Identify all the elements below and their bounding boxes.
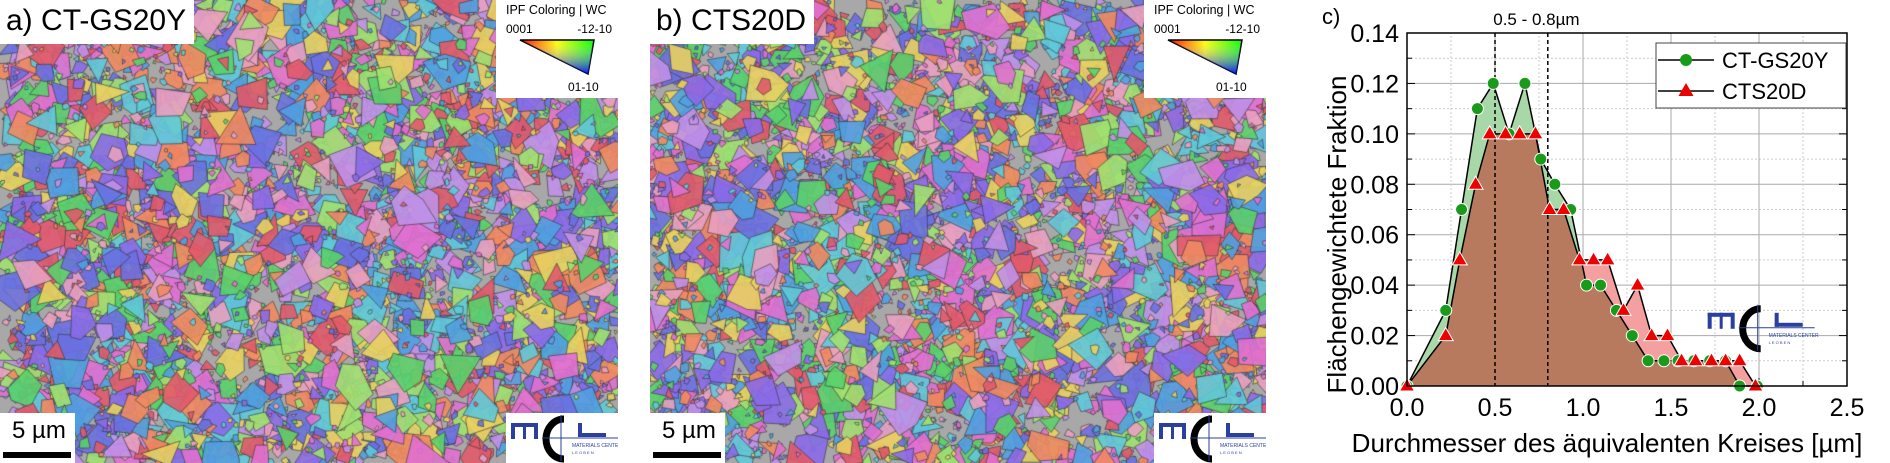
ipf-title: IPF Coloring | WC [506, 3, 607, 17]
mcl-logo: MATERIALS CENTER L E O B E N [1707, 304, 1819, 353]
sample-name: CTS20D [691, 4, 807, 37]
panel-letter: b) [656, 4, 683, 37]
data-point-CTS20D [1571, 250, 1588, 266]
ipf-legend: IPF Coloring | WC 0001 -12-10 01-10 [1144, 0, 1266, 98]
x-tick-label: 2.0 [1742, 394, 1777, 422]
data-point-CTS20D [1555, 200, 1573, 215]
scale-bar-label: 5 µm [12, 417, 66, 444]
data-point-CT-GS20Y [1641, 354, 1655, 368]
data-point-CTS20D [1731, 351, 1749, 367]
panel-label-a: a) CT-GS20Y [0, 0, 195, 44]
data-point-CTS20D [1511, 124, 1529, 140]
legend-label: CTS20D [1722, 79, 1806, 104]
data-point-CT-GS20Y [1594, 278, 1608, 292]
panel-label-c: c) [1322, 4, 1340, 29]
logo-subtitle: MATERIALS CENTER [572, 443, 618, 449]
ipf-corner-01-10: 01-10 [568, 80, 599, 94]
grain-size-chart: 0.00 0.02 0.04 0.06 0.08 0.10 0.12 0.14 0.0 0.5 1.… [1322, 4, 1865, 458]
data-point-CTS20D [1703, 351, 1720, 367]
ipf-corner-01-10: 01-10 [1216, 80, 1247, 94]
x-axis-label: Durchmesser des äquivalenten Kreises [µm… [1352, 428, 1863, 458]
data-point-CTS20D [1687, 351, 1705, 367]
data-point-CT-GS20Y [1657, 354, 1671, 368]
data-point-CTS20D [1615, 301, 1632, 316]
data-point-CT-GS20Y [1455, 203, 1469, 216]
ebsd-map-b: b) CTS20D IPF Coloring | WC 0001 -12-10 … [650, 0, 1266, 463]
data-point-CT-GS20Y [1470, 102, 1484, 116]
ipf-triangle-icon [1167, 39, 1243, 76]
data-point-CT-GS20Y [1518, 76, 1532, 90]
ebsd-map-a: a) CT-GS20Y IPF Coloring | WC 0001 -12-1… [0, 0, 618, 463]
data-point-CTS20D [1451, 250, 1469, 266]
data-point-CTS20D [1599, 250, 1617, 266]
y-tick-label: 0.06 [1350, 222, 1399, 250]
logo-subtitle: L E O B E N [572, 450, 594, 455]
sample-name: CT-GS20Y [41, 4, 187, 37]
ipf-corner-12-10: -12-10 [577, 22, 612, 36]
mcl-logo-icon: MATERIALS CENTER L E O B E N [1159, 415, 1266, 463]
y-tick-label: 0.02 [1350, 323, 1399, 351]
data-point-CT-GS20Y [1548, 177, 1562, 191]
data-point-CTS20D [1717, 351, 1734, 367]
legend-label: CT-GS20Y [1722, 48, 1829, 73]
logo-subtitle: L E O B E N [1220, 450, 1242, 455]
logo-subtitle: MATERIALS CENTER [1220, 443, 1266, 449]
x-tick-label: 1.0 [1566, 394, 1601, 422]
data-point-CTS20D [1541, 200, 1558, 215]
ipf-corner-12-10: -12-10 [1225, 22, 1260, 36]
legend [1655, 42, 1847, 109]
legend-marker-CTS20D [1678, 83, 1694, 96]
mcl-logo: MATERIALS CENTER L E O B E N [506, 413, 618, 463]
x-tick-label: 0.0 [1390, 394, 1425, 422]
y-tick-label: 0.00 [1350, 373, 1399, 401]
data-point-CTS20D [1585, 250, 1602, 266]
data-point-CT-GS20Y [1486, 76, 1500, 90]
data-point-CTS20D [1527, 124, 1544, 140]
scale-bar-line [3, 452, 71, 458]
ipf-legend: IPF Coloring | WC 0001 -12-10 01-10 [496, 0, 618, 98]
scale-bar: 5 µm [0, 413, 75, 463]
data-point-CT-GS20Y [1534, 152, 1548, 166]
logo-subtitle: L E O B E N [1769, 340, 1791, 345]
y-tick-label: 0.08 [1350, 171, 1399, 199]
y-tick-label: 0.14 [1350, 20, 1399, 48]
x-tick-label: 1.5 [1654, 394, 1689, 422]
data-point-CTS20D [1673, 351, 1690, 367]
data-point-CT-GS20Y [1625, 329, 1639, 343]
panel-label-b: b) CTS20D [650, 0, 815, 44]
y-tick-label: 0.04 [1350, 272, 1399, 300]
range-annotation: 0.5 - 0.8µm [1493, 10, 1579, 29]
scale-bar-label: 5 µm [662, 417, 716, 444]
data-point-CT-GS20Y [1580, 278, 1594, 292]
data-point-CTS20D [1659, 326, 1676, 342]
mcl-logo-icon: MATERIALS CENTER L E O B E N [511, 415, 618, 463]
legend-marker-CT-GS20Y [1680, 54, 1692, 66]
panel-letter: a) [6, 4, 33, 37]
y-tick-label: 0.12 [1350, 70, 1399, 98]
x-tick-label: 0.5 [1478, 394, 1513, 422]
data-point-CTS20D [1643, 326, 1661, 342]
data-point-CTS20D [1437, 326, 1455, 342]
data-point-CTS20D [1467, 175, 1485, 190]
mcl-logo: MATERIALS CENTER L E O B E N [1154, 413, 1266, 463]
data-point-CT-GS20Y [1439, 303, 1453, 317]
scale-bar-line [653, 452, 721, 458]
y-axis-label: Flächengewichtete Fraktion [1322, 76, 1352, 394]
data-point-CTS20D [1497, 124, 1514, 140]
y-tick-label: 0.10 [1350, 121, 1399, 149]
data-point-CTS20D [1481, 124, 1499, 140]
ipf-corner-0001: 0001 [1154, 22, 1181, 36]
plot-frame [1406, 32, 1848, 387]
x-tick-label: 2.5 [1830, 394, 1865, 422]
ipf-corner-0001: 0001 [506, 22, 533, 36]
data-point-CTS20D [1629, 276, 1646, 291]
data-point-CTS20D [1747, 376, 1764, 392]
scale-bar: 5 µm [650, 413, 725, 463]
logo-subtitle: MATERIALS CENTER [1769, 333, 1819, 339]
ipf-triangle-icon [519, 39, 595, 76]
ipf-title: IPF Coloring | WC [1154, 3, 1255, 17]
